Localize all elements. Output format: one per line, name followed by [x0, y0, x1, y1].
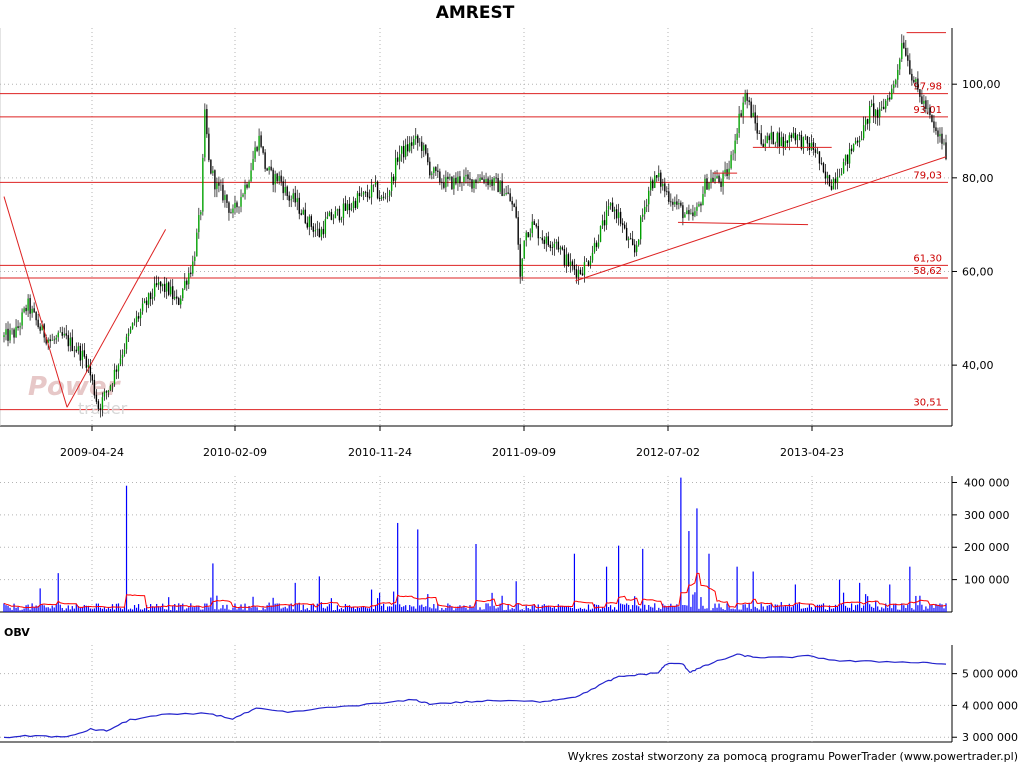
level-label: 79,03 — [913, 170, 942, 181]
powertrader-watermark: Power trader — [28, 372, 128, 418]
x-tick-label: 2010-02-09 — [203, 446, 267, 459]
x-tick-label: 2009-04-24 — [60, 446, 124, 459]
x-tick-label: 2012-07-02 — [636, 446, 700, 459]
price-y-tick-label: 80,00 — [962, 172, 994, 185]
level-label: 58,62 — [913, 266, 942, 277]
trend-line — [3, 196, 68, 408]
level-label: 30,51 — [913, 398, 942, 409]
volume-y-tick-label: 100 000 — [964, 574, 1010, 587]
price-y-tick-label: 100,00 — [962, 78, 1001, 91]
level-label: 61,30 — [913, 253, 942, 264]
trend-line — [677, 221, 809, 226]
footer-credit: Wykres został stworzony za pomocą progra… — [568, 750, 1018, 763]
volume-y-tick-label: 300 000 — [964, 509, 1010, 522]
chart-title: AMREST — [436, 3, 515, 23]
obv-y-tick-label: 5 000 000 — [962, 668, 1018, 681]
volume-moving-average — [3, 572, 947, 609]
obv-line — [3, 653, 947, 739]
volume-y-tick-label: 400 000 — [964, 476, 1010, 489]
x-tick-label: 2011-09-09 — [492, 446, 556, 459]
x-tick-label: 2013-04-23 — [780, 446, 844, 459]
price-y-tick-label: 60,00 — [962, 265, 994, 278]
obv-y-tick-label: 4 000 000 — [962, 699, 1018, 712]
trend-line — [66, 229, 167, 408]
x-tick-label: 2010-11-24 — [348, 446, 412, 459]
volume-y-tick-label: 200 000 — [964, 541, 1010, 554]
obv-label: OBV — [4, 626, 30, 639]
svg-text:Power: Power — [28, 372, 122, 402]
level-label: 97,98 — [913, 82, 942, 93]
volume-panel: 100 000 200 000 300 000 400 000 — [0, 476, 1010, 613]
price-y-tick-label: 40,00 — [962, 359, 994, 372]
trend-line — [575, 156, 947, 282]
obv-panel: OBV 3 000 000 4 000 000 5 000 000 — [0, 626, 1018, 744]
obv-y-tick-label: 3 000 000 — [962, 731, 1018, 744]
